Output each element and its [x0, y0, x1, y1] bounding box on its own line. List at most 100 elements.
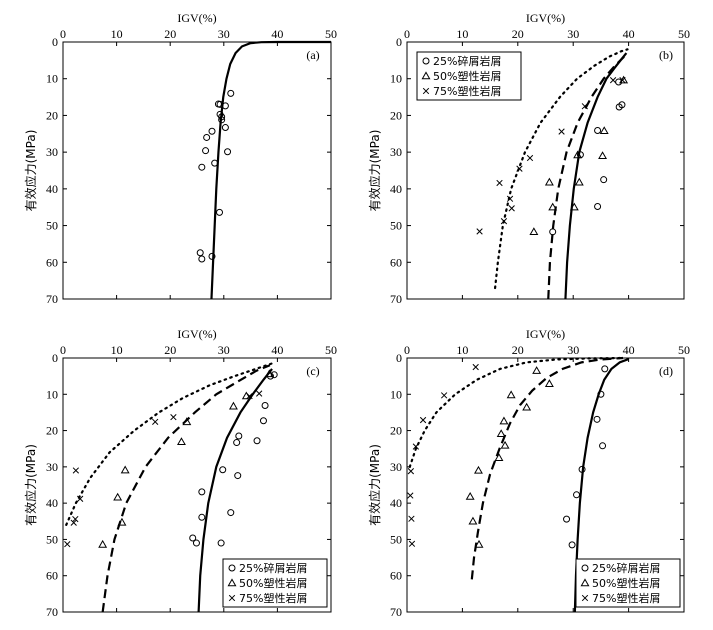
- x-marker: [246, 392, 253, 400]
- circle-marker: [198, 255, 206, 263]
- x-stroke: [72, 467, 80, 474]
- x-marker: [170, 413, 177, 421]
- circle-marker: [601, 365, 609, 373]
- x-marker: [72, 515, 79, 523]
- x-tick-label: 20: [164, 27, 176, 41]
- x-stroke: [152, 418, 159, 426]
- circle-marker: [211, 159, 219, 167]
- x-marker: [412, 443, 420, 450]
- legend-entry: 25%碎屑岩屑: [239, 561, 307, 575]
- solid-curve: [197, 368, 273, 613]
- triangle-marker: [241, 391, 251, 400]
- y-tick-label: 10: [46, 72, 58, 86]
- triangle-marker: [98, 539, 108, 548]
- dotted-curve: [65, 362, 274, 527]
- x-marker: [508, 205, 515, 212]
- circle-marker: [593, 415, 601, 423]
- circle-marker: [202, 147, 210, 155]
- x-stroke: [422, 87, 430, 95]
- circle-marker: [615, 103, 623, 111]
- x-stroke: [581, 103, 588, 110]
- x-stroke: [408, 515, 415, 522]
- x-stroke: [440, 392, 448, 399]
- y-tick-label: 0: [52, 351, 58, 365]
- legend-entry: 50%塑性岩屑: [433, 69, 501, 83]
- y-tick-label: 50: [46, 219, 58, 233]
- x-stroke: [581, 594, 589, 602]
- circle-marker: [208, 127, 216, 135]
- x-stroke: [558, 128, 565, 135]
- triangle-marker: [468, 516, 478, 525]
- dotted-curve: [493, 48, 629, 290]
- x-stroke: [407, 492, 414, 499]
- x-stroke: [526, 154, 534, 162]
- x-tick-label: 10: [111, 27, 123, 41]
- legend-entry: 50%塑性岩屑: [592, 576, 660, 590]
- legend-box: [575, 558, 681, 608]
- x-tick-label: 30: [567, 27, 579, 41]
- triangle-marker: [113, 492, 123, 501]
- x-axis-title: IGV(%): [526, 327, 565, 341]
- legend-entry: 75%塑性岩屑: [433, 84, 501, 98]
- x-tick-label: 0: [404, 343, 410, 357]
- panel-b: 0 10 20 30 40 50 0 10 20 30 40 50 60 70 IGV(%) 有效应力(MPa…: [367, 11, 690, 306]
- x-tick-label: 0: [404, 27, 410, 41]
- x-tick-label: 10: [456, 27, 468, 41]
- y-tick-label: 30: [46, 460, 58, 474]
- x-tick-label: 20: [512, 343, 524, 357]
- triangle-marker: [529, 227, 539, 236]
- x-stroke: [496, 179, 503, 187]
- y-tick-label: 40: [390, 496, 402, 510]
- triangle-marker: [474, 539, 484, 548]
- triangle-marker: [494, 453, 504, 461]
- y-tick-label: 60: [46, 255, 58, 269]
- circle-marker: [563, 515, 571, 523]
- triangle-marker: [228, 401, 238, 410]
- x-marker: [609, 77, 617, 84]
- circle-marker: [192, 539, 200, 547]
- x-stroke: [609, 77, 617, 84]
- legend-circle-marker: [228, 564, 236, 572]
- x-tick-label: 10: [111, 343, 123, 357]
- legend-circle-marker: [422, 57, 430, 65]
- y-tick-label: 70: [390, 605, 402, 619]
- legend-entry: 75%塑性岩屑: [592, 591, 660, 605]
- x-axis-title: IGV(%): [177, 327, 216, 341]
- triangle-marker: [573, 150, 583, 159]
- plot-frame: [406, 41, 685, 300]
- x-tick-label: 10: [456, 343, 468, 357]
- x-tick-label: 50: [678, 27, 690, 41]
- x-stroke: [246, 392, 253, 400]
- x-marker: [76, 495, 84, 502]
- legend-x-marker: [422, 87, 430, 95]
- x-marker: [506, 195, 514, 202]
- x-stroke: [500, 218, 508, 225]
- x-tick-label: 20: [512, 27, 524, 41]
- x-stroke: [412, 443, 420, 450]
- y-axis-title: 有效应力(MPa): [23, 130, 38, 212]
- circle-marker: [219, 466, 227, 474]
- x-tick-label: 50: [325, 27, 337, 41]
- circle-marker: [218, 113, 226, 121]
- y-tick-label: 70: [46, 292, 58, 306]
- y-tick-label: 0: [396, 35, 402, 49]
- circle-marker: [568, 541, 576, 549]
- x-marker: [472, 363, 479, 371]
- y-tick-label: 40: [390, 182, 402, 196]
- y-tick-label: 70: [390, 292, 402, 306]
- x-axis-title: IGV(%): [526, 11, 565, 25]
- y-tick-label: 60: [390, 569, 402, 583]
- triangle-marker: [182, 417, 192, 426]
- x-marker: [407, 468, 415, 475]
- panel-label: (a): [306, 48, 319, 62]
- legend-x-marker: [228, 594, 236, 602]
- triangle-marker: [548, 202, 558, 211]
- y-tick-label: 60: [46, 569, 58, 583]
- x-marker: [516, 165, 523, 172]
- x-stroke: [472, 363, 479, 371]
- circle-marker: [224, 148, 232, 156]
- x-stroke: [76, 495, 84, 502]
- x-tick-label: 20: [164, 343, 176, 357]
- circle-marker: [573, 491, 581, 499]
